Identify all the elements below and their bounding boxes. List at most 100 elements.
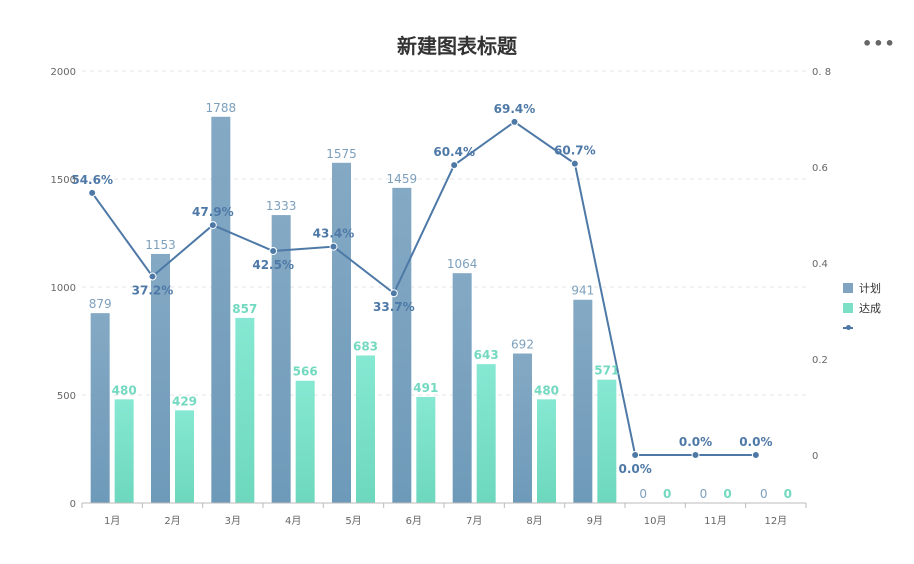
x-tick-label: 11月 [704,515,727,527]
rate-label: 37.2% [132,283,174,297]
rate-point [450,161,459,170]
bar-plan-label: 0 [760,487,768,501]
bar-actual [356,355,375,503]
rate-point [269,247,278,255]
legend-label-actual: 达成 [859,302,881,315]
bar-actual [537,399,556,503]
x-tick-label: 1月 [104,515,120,527]
bar-actual-label: 0 [723,487,731,501]
bar-plan-label: 1575 [326,147,357,161]
x-tick-label: 12月 [764,515,787,527]
bar-actual-label: 683 [353,339,378,353]
legend-item-actual[interactable]: 达成 [843,298,881,318]
bar-plan [151,253,170,503]
rate-point [631,451,640,459]
rate-point [751,451,760,459]
rate-label: 69.4% [494,102,536,116]
rate-point [148,272,157,281]
bar-plan [513,353,532,503]
x-tick-label: 2月 [164,515,180,527]
legend: 计划 达成 [843,278,881,338]
y-left-tick-label: 500 [57,391,76,402]
rate-point [88,188,97,197]
legend-swatch-plan [843,283,853,293]
x-tick-label: 6月 [406,515,422,527]
rate-point [510,117,519,126]
bar-plan-label: 0 [700,487,708,501]
bar-plan [271,215,291,503]
rate-label: 0.0% [679,435,712,449]
x-tick-label: 3月 [225,515,241,527]
bar-actual [476,364,496,503]
bar-actual-label: 566 [293,365,318,379]
bar-plan-label: 1788 [206,101,237,115]
rate-label: 42.5% [252,258,294,272]
legend-item-plan[interactable]: 计划 [843,278,881,298]
rate-point [389,289,398,298]
bar-actual-label: 491 [413,381,438,395]
chart-title: 新建图表标题 [397,34,517,58]
rate-label: 43.4% [313,227,355,241]
bar-actual-label: 0 [784,487,792,501]
rate-label: 0.0% [739,435,772,449]
bar-plan-label: 1333 [266,199,297,213]
bar-plan-label: 1153 [145,238,176,252]
bar-actual-label: 480 [112,383,137,397]
bar-actual-label: 571 [594,364,619,378]
bar-plan [211,116,231,504]
bar-plan-label: 692 [511,338,534,352]
rate-label: 0.0% [619,462,652,476]
bar-plan-label: 1459 [387,172,418,186]
rate-point [570,159,579,168]
rate-label: 47.9% [192,205,234,219]
bar-actual-label: 643 [474,348,499,362]
bar-actual-label: 0 [663,487,671,501]
bar-plan-label: 0 [639,487,647,501]
bar-plan [573,299,593,503]
rate-point [208,221,217,230]
rate-point [329,242,338,251]
bar-plan [332,162,351,504]
x-tick-label: 4月 [285,515,301,527]
bar-plan-label: 941 [571,284,594,298]
bar-actual-label: 480 [534,383,559,397]
x-tick-label: 8月 [526,515,542,527]
bar-plan-label: 879 [89,297,112,311]
bar-plan-label: 1064 [447,257,478,271]
legend-item-rate[interactable] [843,318,881,338]
rate-label: 60.7% [554,144,596,158]
x-tick-label: 7月 [466,515,482,527]
y-left-tick-label: 2000 [51,67,76,78]
y-right-tick-label: 0. 8 [812,67,831,78]
x-tick-label: 5月 [345,515,361,527]
legend-swatch-rate [843,323,853,333]
rate-label: 60.4% [433,145,475,159]
rate-point [691,451,700,459]
more-menu-icon[interactable]: ••• [862,34,896,53]
y-left-tick-label: 0 [70,499,76,510]
bar-plan [392,187,412,503]
legend-label-plan: 计划 [859,282,881,295]
bar-actual [235,317,255,503]
y-right-tick-label: 0.6 [812,163,828,174]
rate-line [91,120,756,456]
bar-plan [90,313,110,503]
bar-actual [114,399,134,503]
bar-actual [295,380,315,503]
x-tick-label: 10月 [644,515,667,527]
bar-plan [452,273,472,503]
bar-actual [175,410,194,503]
bar-actual-label: 429 [172,394,197,408]
y-left-tick-label: 1500 [51,175,76,186]
y-left-tick-label: 1000 [51,283,76,294]
y-right-tick-label: 0.2 [812,355,828,366]
y-right-tick-label: 0 [812,451,818,462]
legend-swatch-actual [843,303,853,313]
rate-label: 33.7% [373,300,415,314]
y-right-tick-label: 0.4 [812,259,828,270]
bar-actual [597,379,617,503]
bar-actual-label: 857 [232,302,257,316]
bar-actual [416,396,436,503]
x-tick-label: 9月 [587,515,603,527]
